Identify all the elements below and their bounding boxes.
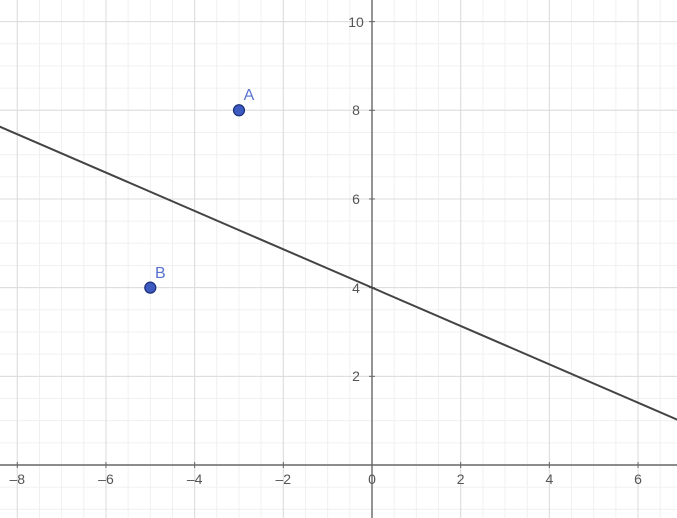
x-tick-label: 0 (368, 471, 376, 487)
x-tick-label: 2 (457, 471, 465, 487)
plot-svg (0, 0, 677, 518)
x-tick-label: –8 (9, 471, 25, 487)
x-tick-label: 4 (545, 471, 553, 487)
point-A (233, 105, 244, 116)
x-tick-label: –2 (276, 471, 292, 487)
point-B (145, 282, 156, 293)
x-tick-label: –6 (98, 471, 114, 487)
y-tick-label: 8 (352, 102, 360, 118)
point-label-A: A (244, 87, 255, 105)
point-label-B: B (155, 265, 166, 283)
y-tick-label: 4 (352, 280, 360, 296)
y-tick-label: 10 (348, 14, 364, 30)
y-tick-label: 6 (352, 191, 360, 207)
x-tick-label: –4 (187, 471, 203, 487)
coordinate-plane: –8 –6 –4 –2 0 2 4 6 2 4 6 8 10 A B (0, 0, 677, 518)
x-tick-label: 6 (634, 471, 642, 487)
y-tick-label: 2 (352, 368, 360, 384)
